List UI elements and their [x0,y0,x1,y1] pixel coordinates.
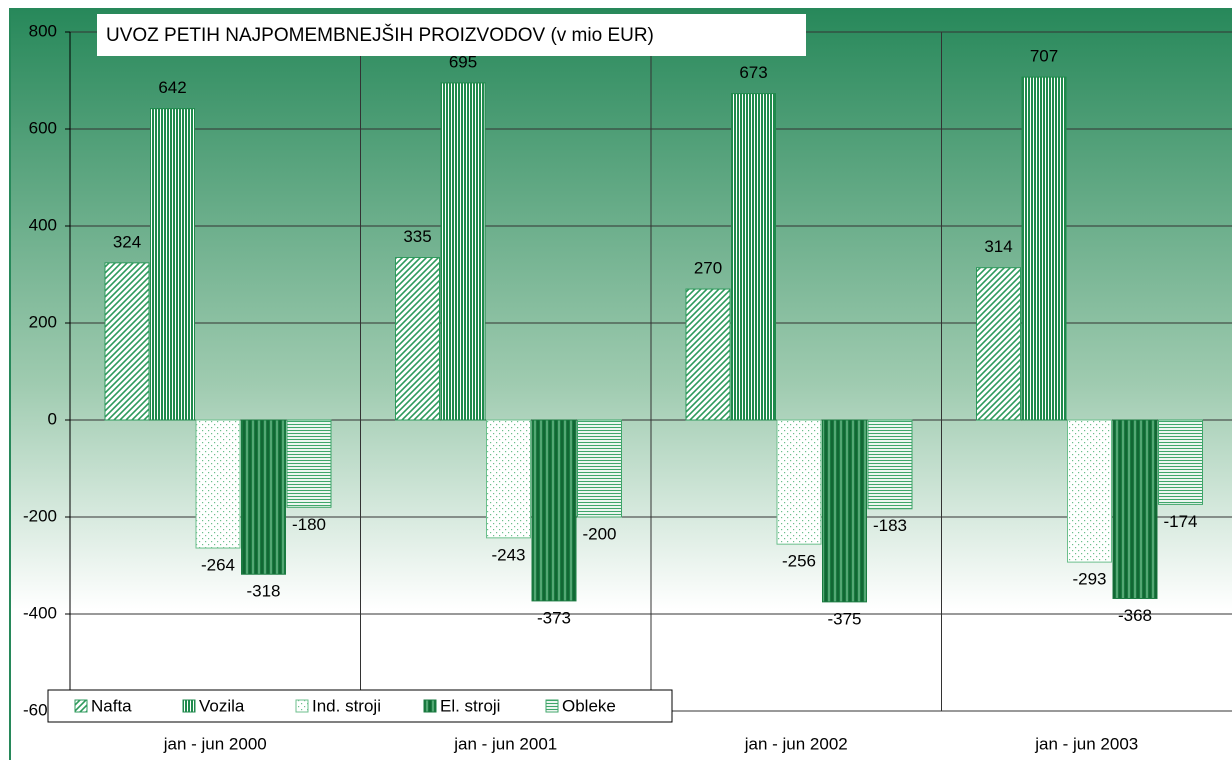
data-label: -318 [246,582,280,601]
x-tick-label: jan - jun 2000 [163,734,267,753]
data-label: -243 [491,545,525,564]
y-tick-label: 200 [29,312,57,331]
data-label: 673 [739,63,767,82]
bar [1067,419,1112,563]
bar [531,419,577,602]
bar [150,108,195,421]
legend-swatch [545,699,559,713]
data-label: 270 [694,259,722,278]
bar [731,93,776,421]
data-label: -183 [873,516,907,535]
legend-label: Ind. stroji [312,696,381,715]
y-tick-label: 0 [48,409,57,428]
bar [1112,419,1158,599]
legend: Nafta Vozila Ind. stroji El. stroji Obleke [47,689,673,723]
y-tick-label: -200 [23,506,57,525]
data-label: 314 [984,237,1012,256]
bar [1158,419,1203,505]
bar [440,82,486,421]
legend-label: Nafta [91,696,132,715]
bar [395,257,440,421]
bar [867,419,913,510]
data-label: -375 [827,609,861,628]
legend-box [47,689,673,723]
bar [104,262,150,421]
data-label: -293 [1072,570,1106,589]
y-tick-label: 600 [29,118,57,137]
legend-swatch [423,699,437,713]
data-label: 695 [449,52,477,71]
legend-swatch [182,699,196,713]
legend-label: El. stroji [440,696,500,715]
x-tick-label: jan - jun 2003 [1034,734,1138,753]
data-label: -174 [1163,512,1197,531]
bar [685,288,731,421]
data-label: -373 [537,608,571,627]
data-label: -368 [1118,606,1152,625]
y-tick-label: -400 [23,603,57,622]
legend-swatch [295,699,309,713]
bar [286,419,332,508]
x-tick-label: jan - jun 2002 [744,734,848,753]
chart-title: UVOZ PETIH NAJPOMEMBNEJŠIH PROIZVODOV (v… [106,24,654,46]
data-label: 335 [403,227,431,246]
bar [195,419,241,549]
data-label: 707 [1030,47,1058,66]
data-label: -264 [201,556,235,575]
bar [776,419,822,545]
data-label: -256 [782,552,816,571]
data-label: -200 [582,524,616,543]
bar [486,419,531,539]
data-label: 642 [158,78,186,97]
y-tick-label: 800 [29,21,57,40]
bar [1021,76,1067,421]
title-box [97,14,806,56]
legend-swatch [74,699,88,713]
bar [976,267,1021,421]
bar [822,419,867,603]
bar [577,419,622,518]
data-label: -180 [292,515,326,534]
legend-label: Vozila [199,696,245,715]
bar [241,419,286,575]
data-label: 324 [113,232,141,251]
legend-label: Obleke [562,696,616,715]
x-tick-label: jan - jun 2001 [453,734,557,753]
y-tick-label: 400 [29,215,57,234]
